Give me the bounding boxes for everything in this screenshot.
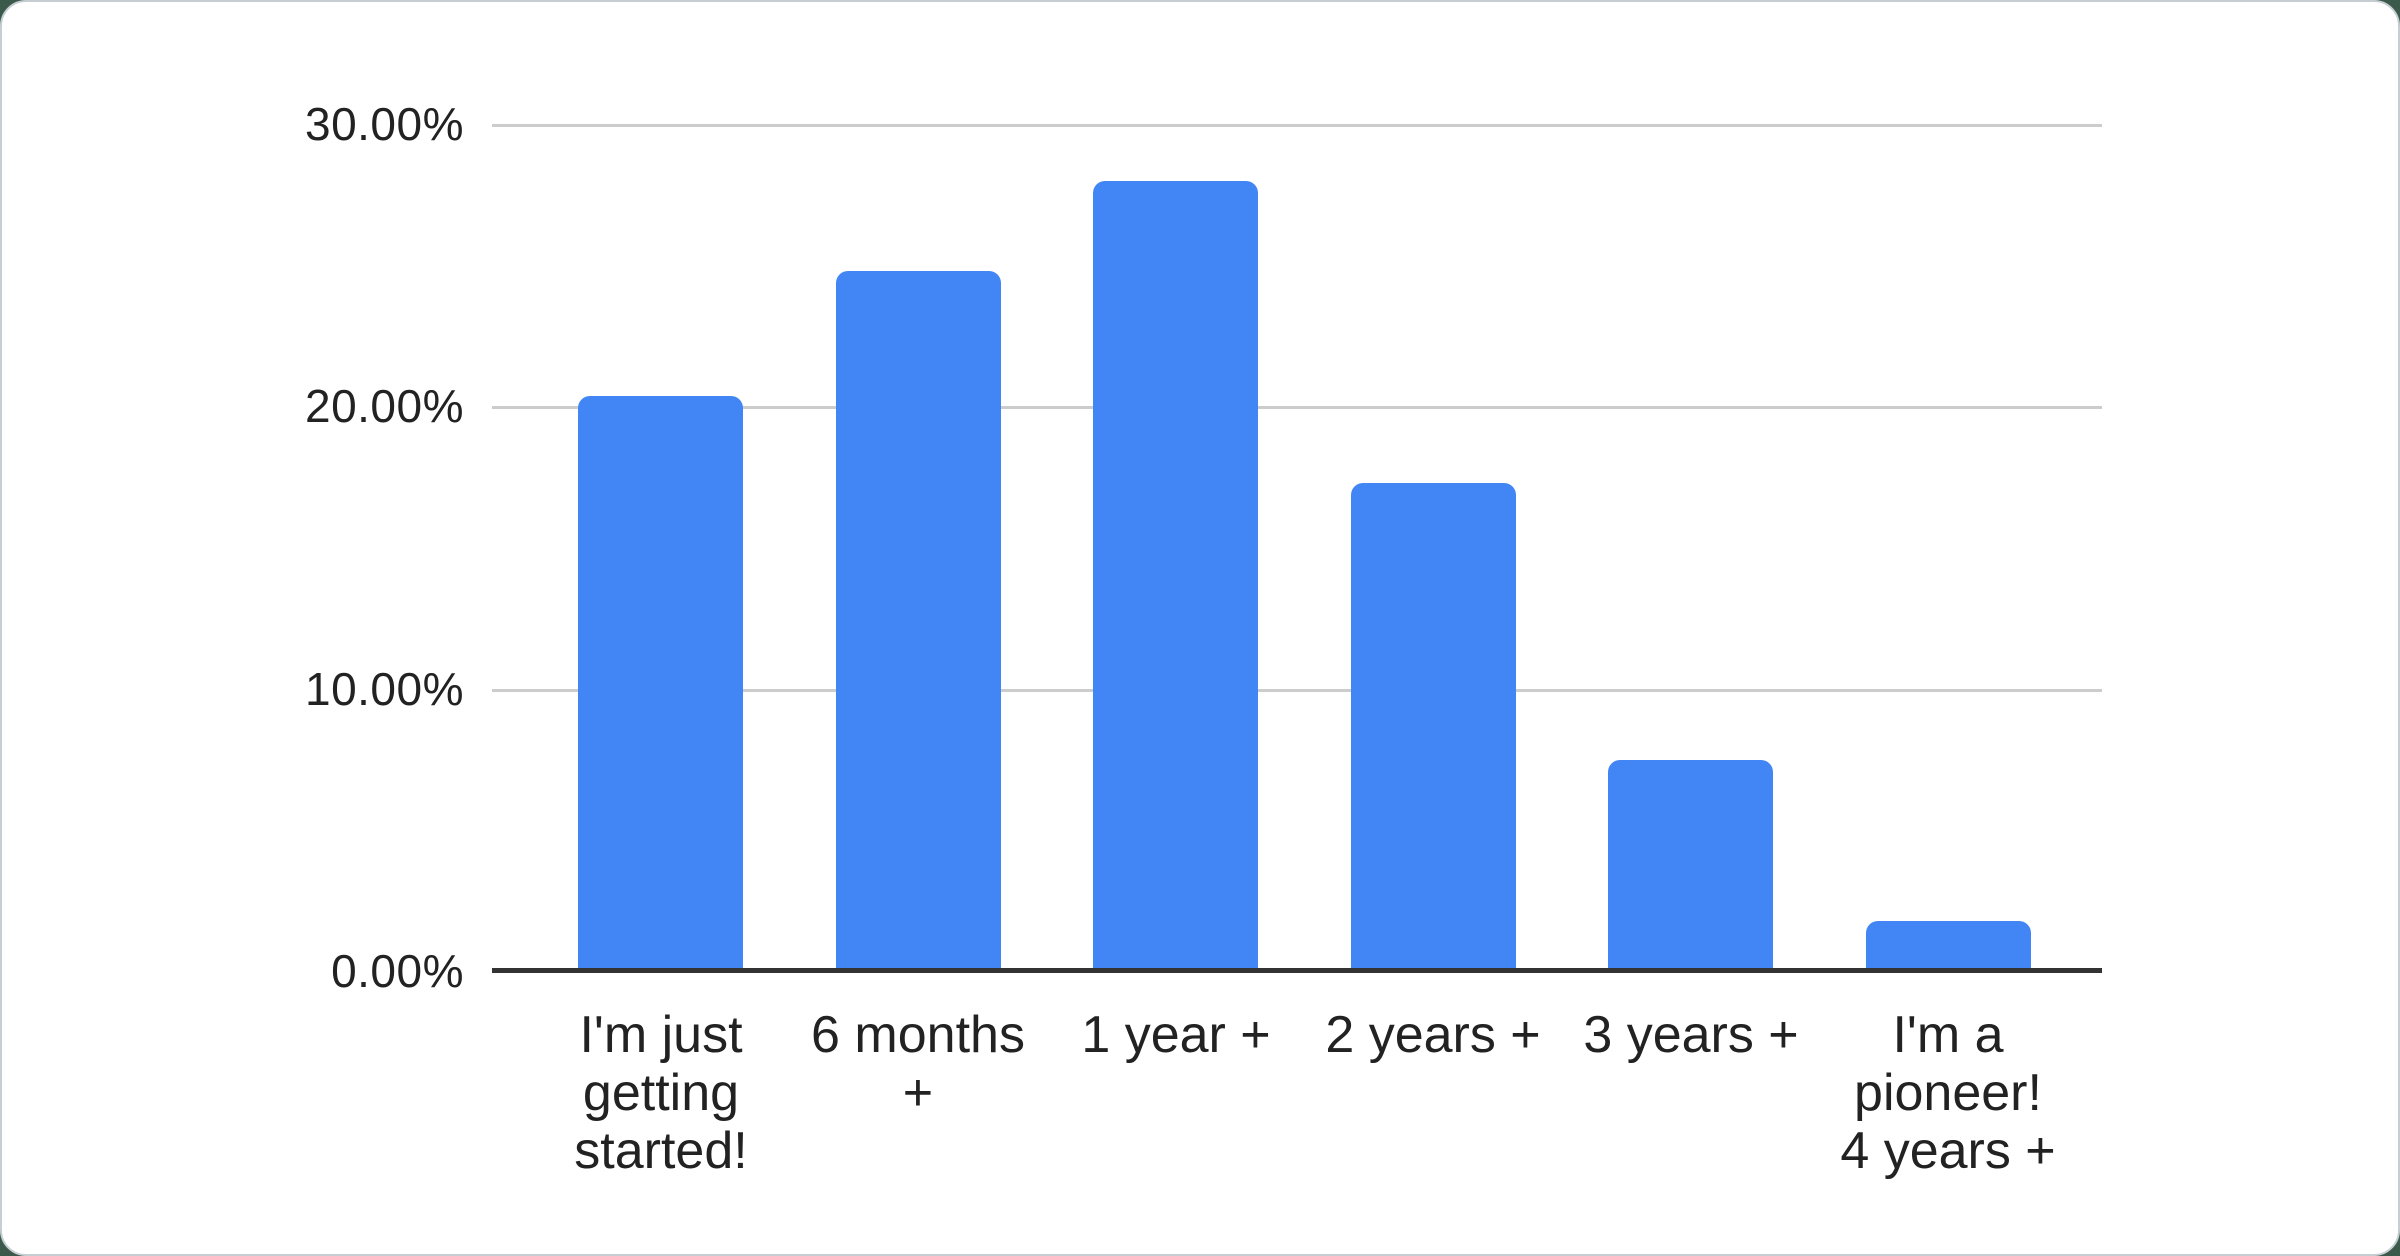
bar-2-6-months[interactable] (836, 271, 1001, 972)
x-tick-label-5: 3 years + (1583, 1006, 1799, 1064)
bar-6-i-m-a-pioneer-4-years[interactable] (1866, 921, 2031, 972)
x-axis-line (492, 968, 2102, 973)
gridline-30 (492, 124, 2102, 127)
gridline-10 (492, 689, 2102, 692)
y-tick-label-20: 20.00% (304, 379, 464, 432)
y-tick-label-30: 30.00% (304, 97, 464, 150)
y-tick-label-0: 0.00% (331, 944, 464, 997)
x-tick-label-1: I'm just getting started! (574, 1006, 748, 1180)
y-tick-label-10: 10.00% (304, 662, 464, 715)
x-tick-label-6: I'm a pioneer! 4 years + (1840, 1006, 2056, 1180)
x-tick-label-4: 2 years + (1325, 1006, 1541, 1064)
bar-1-i-m-just-getting-started[interactable] (578, 396, 743, 972)
bar-5-3-years[interactable] (1608, 760, 1773, 972)
gridline-20 (492, 406, 2102, 409)
x-tick-label-3: 1 year + (1081, 1006, 1271, 1064)
x-tick-label-2: 6 months + (811, 1006, 1025, 1122)
bar-3-1-year[interactable] (1093, 181, 1258, 972)
bar-4-2-years[interactable] (1351, 483, 1516, 972)
